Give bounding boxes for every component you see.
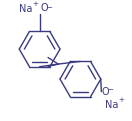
Text: O: O [102,87,110,97]
Text: +: + [119,97,125,103]
Text: Na: Na [19,4,32,14]
Text: Na: Na [105,100,118,110]
Text: −: − [107,87,113,93]
Text: +: + [32,1,38,7]
Text: −: − [46,5,52,11]
Text: O: O [41,3,48,13]
